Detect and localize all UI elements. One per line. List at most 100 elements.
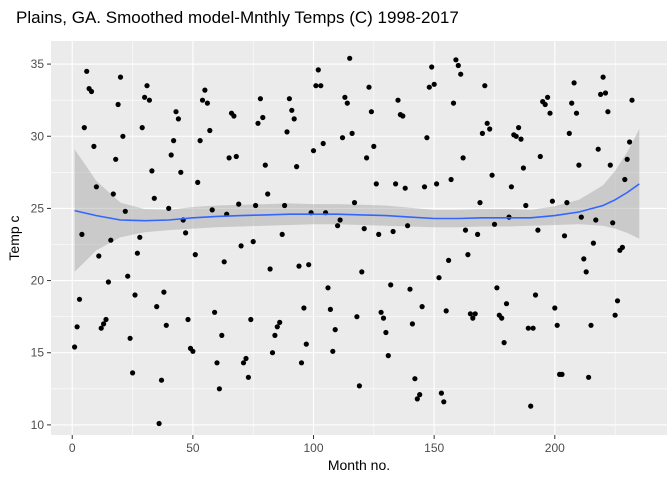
- data-point: [349, 130, 355, 136]
- data-point: [619, 244, 626, 250]
- data-point: [149, 168, 155, 174]
- data-point: [376, 231, 382, 237]
- data-point: [458, 71, 464, 77]
- data-point: [390, 228, 396, 235]
- data-point: [569, 100, 575, 106]
- data-point: [528, 403, 534, 409]
- data-point: [279, 231, 285, 237]
- data-point: [373, 181, 379, 187]
- data-point: [219, 332, 225, 338]
- data-point: [602, 90, 609, 96]
- data-point: [590, 240, 597, 246]
- data-point: [315, 67, 321, 73]
- data-point: [487, 126, 493, 132]
- data-point: [547, 110, 553, 116]
- data-point: [298, 360, 305, 366]
- data-point: [467, 311, 473, 317]
- data-point: [525, 325, 531, 331]
- data-point: [549, 198, 556, 204]
- data-point: [171, 138, 177, 144]
- data-point: [614, 298, 621, 304]
- data-point: [115, 101, 121, 108]
- data-point: [130, 370, 136, 376]
- data-point: [482, 83, 488, 89]
- data-point: [306, 262, 312, 268]
- data-points: [72, 55, 635, 427]
- data-point: [139, 125, 145, 131]
- data-point: [412, 376, 418, 382]
- data-point: [248, 316, 254, 323]
- data-point: [588, 322, 594, 328]
- data-point: [559, 371, 565, 377]
- data-point: [289, 107, 295, 113]
- data-point: [380, 315, 387, 321]
- data-point: [429, 64, 435, 70]
- data-point: [98, 325, 104, 331]
- data-point: [125, 273, 131, 279]
- data-point: [598, 91, 604, 97]
- data-point: [342, 94, 348, 100]
- data-point: [161, 289, 167, 295]
- x-axis-title: Month no.: [328, 457, 390, 473]
- x-tick-label: 200: [545, 441, 565, 455]
- data-point: [301, 305, 307, 311]
- data-point: [91, 143, 97, 149]
- data-point: [361, 226, 367, 232]
- data-point: [178, 169, 184, 175]
- data-point: [446, 257, 452, 263]
- x-tick-label: 100: [304, 441, 324, 455]
- data-point: [260, 114, 266, 121]
- data-point: [272, 332, 278, 338]
- data-point: [175, 116, 181, 122]
- data-point: [303, 341, 309, 347]
- data-point: [207, 127, 213, 134]
- data-point: [385, 353, 391, 359]
- data-point: [566, 130, 572, 136]
- data-point: [318, 83, 324, 89]
- data-point: [274, 324, 280, 330]
- data-point: [122, 208, 128, 214]
- data-point: [453, 57, 459, 63]
- data-point: [610, 220, 616, 226]
- data-point: [542, 101, 548, 108]
- data-point: [265, 191, 271, 197]
- data-point: [168, 152, 174, 158]
- data-point: [501, 340, 507, 346]
- data-point: [624, 156, 630, 162]
- data-point: [88, 88, 95, 95]
- data-point: [74, 324, 80, 330]
- data-point: [238, 243, 244, 249]
- y-tick-label: 15: [31, 346, 45, 360]
- y-tick-label: 35: [31, 57, 45, 71]
- data-point: [477, 200, 483, 206]
- data-point: [450, 100, 457, 106]
- data-point: [296, 263, 302, 269]
- data-point: [424, 135, 430, 141]
- data-point: [489, 172, 495, 178]
- data-point: [552, 305, 558, 311]
- data-point: [593, 217, 599, 223]
- data-point: [108, 237, 114, 243]
- data-point: [462, 227, 469, 233]
- data-point: [233, 153, 239, 160]
- data-point: [151, 195, 157, 201]
- data-point: [455, 62, 461, 69]
- data-point: [402, 185, 408, 191]
- data-point: [202, 87, 208, 93]
- data-point: [192, 252, 198, 258]
- data-point: [421, 184, 428, 190]
- data-point: [537, 153, 543, 160]
- data-point: [516, 125, 522, 131]
- data-point: [573, 110, 580, 116]
- data-point: [607, 162, 613, 168]
- data-point: [183, 230, 189, 236]
- data-point: [393, 181, 399, 187]
- data-point: [395, 97, 401, 103]
- data-point: [532, 292, 539, 298]
- y-axis: 10 15 20 25 30 35: [31, 57, 51, 432]
- data-point: [438, 390, 444, 396]
- data-point: [414, 396, 420, 402]
- data-point: [284, 129, 290, 135]
- data-point: [226, 155, 232, 161]
- data-point: [364, 155, 370, 161]
